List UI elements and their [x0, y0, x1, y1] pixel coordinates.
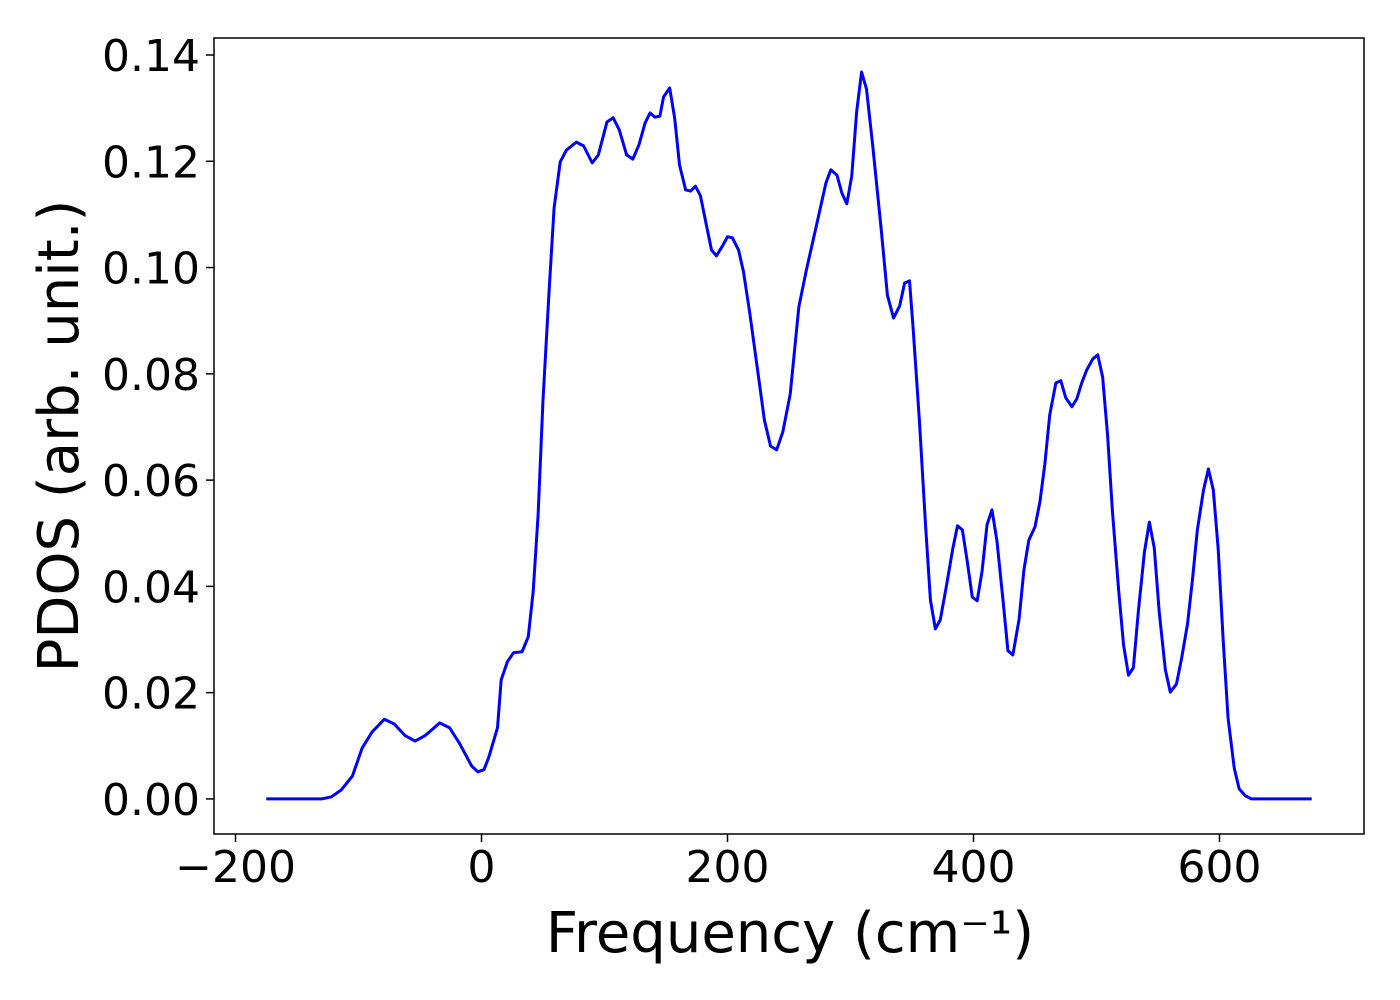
x-tick-label: −200: [175, 842, 296, 893]
x-tick-label: 0: [468, 842, 496, 893]
y-tick-label: 0.14: [102, 31, 200, 82]
y-tick-label: 0.06: [102, 456, 200, 507]
y-tick-label: 0.10: [102, 244, 200, 295]
data-line: [266, 70, 1312, 801]
x-tick-label: 600: [1177, 842, 1261, 893]
y-tick-label: 0.02: [102, 669, 200, 720]
y-tick-label: 0.12: [102, 137, 200, 188]
x-axis-label: Frequency (cm⁻¹): [546, 901, 1034, 966]
y-tick-label: 0.00: [102, 775, 200, 826]
x-tick-label: 400: [931, 842, 1015, 893]
y-tick-label: 0.04: [102, 562, 200, 613]
y-axis-label: PDOS (arb. unit.): [27, 200, 92, 673]
plot-frame: [213, 37, 1365, 835]
y-tick-label: 0.08: [102, 350, 200, 401]
x-tick-label: 200: [686, 842, 770, 893]
